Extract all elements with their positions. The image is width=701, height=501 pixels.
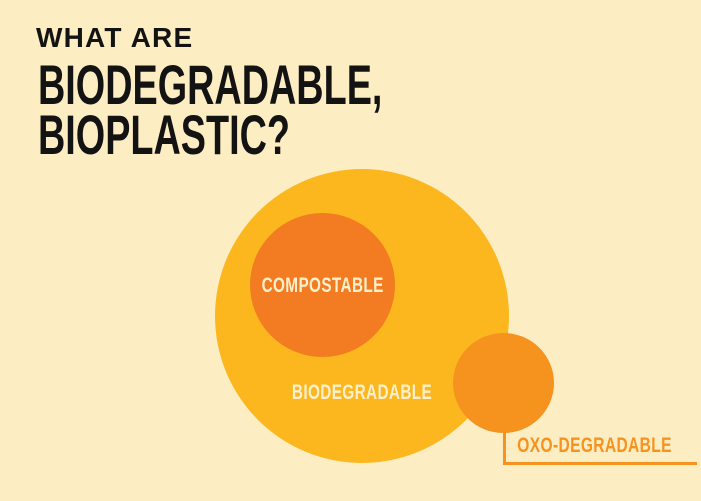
compostable-circle: COMPOSTABLE (250, 213, 395, 357)
oxo-degradable-circle (453, 333, 554, 433)
biodegradable-label: BIODEGRADABLE (291, 381, 433, 404)
oxo-degradable-label: OXO-DEGRADABLE (517, 434, 672, 457)
oxo-callout-line: OXO-DEGRADABLE (503, 428, 697, 465)
title-kicker: WHAT ARE (36, 22, 194, 53)
biodegradable-label-wrap: BIODEGRADABLE (215, 382, 509, 404)
title-line-1: BIODEGRADABLE, (38, 53, 383, 116)
title-line-2: BIOPLASTIC? (38, 103, 290, 166)
compostable-label: COMPOSTABLE (261, 273, 384, 297)
title-headline: BIODEGRADABLE, BIOPLASTIC? (38, 53, 383, 166)
